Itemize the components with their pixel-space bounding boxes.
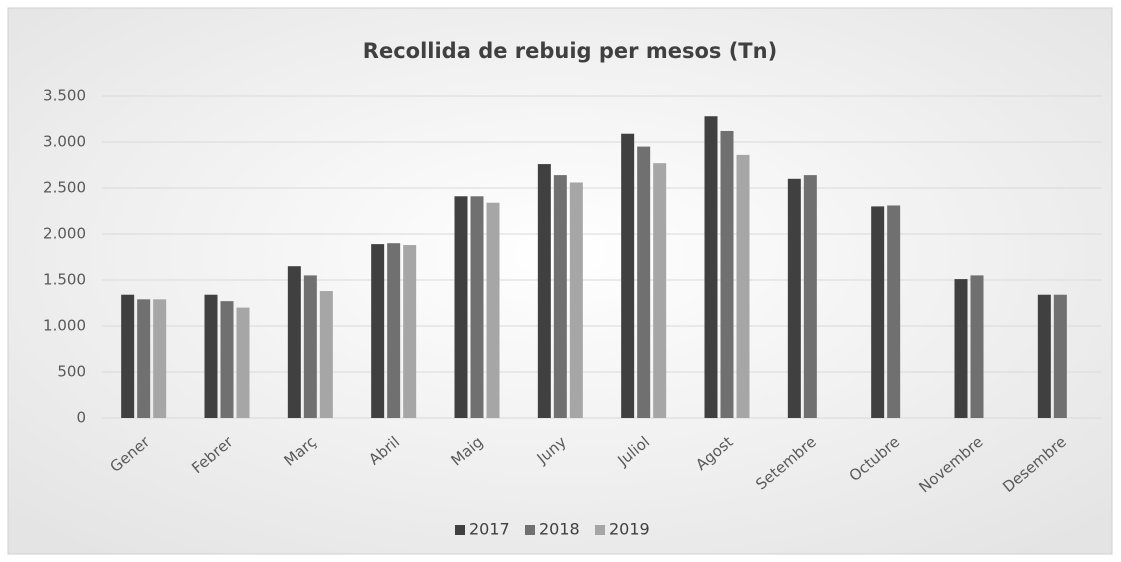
y-tick-label: 0 bbox=[76, 409, 86, 427]
bar bbox=[470, 196, 484, 418]
legend-swatch bbox=[455, 525, 465, 535]
bar bbox=[454, 196, 468, 418]
bar bbox=[236, 307, 250, 418]
y-tick-label: 1.000 bbox=[43, 317, 86, 335]
legend-swatch bbox=[525, 525, 535, 535]
bar bbox=[387, 243, 401, 418]
bar bbox=[137, 299, 151, 418]
bar bbox=[887, 205, 901, 418]
bar bbox=[954, 279, 968, 418]
bar bbox=[371, 244, 385, 418]
y-tick-label: 3.000 bbox=[43, 133, 86, 151]
y-tick-label: 3.500 bbox=[43, 87, 86, 105]
bar bbox=[637, 146, 651, 418]
bar bbox=[319, 291, 333, 418]
bar bbox=[569, 182, 583, 418]
chart-title: Recollida de rebuig per mesos (Tn) bbox=[363, 39, 777, 63]
bar bbox=[121, 294, 135, 418]
y-tick-label: 2.000 bbox=[43, 225, 86, 243]
bar bbox=[720, 130, 734, 418]
legend-label: 2018 bbox=[539, 520, 580, 539]
legend-label: 2017 bbox=[469, 520, 510, 539]
bar bbox=[153, 299, 167, 418]
bar bbox=[787, 178, 801, 418]
bar bbox=[704, 116, 718, 419]
bar bbox=[403, 245, 417, 418]
legend-swatch bbox=[595, 525, 605, 535]
bar bbox=[303, 275, 317, 418]
bar bbox=[871, 206, 885, 418]
y-tick-label: 500 bbox=[57, 363, 86, 381]
bar bbox=[486, 202, 500, 418]
bar bbox=[204, 294, 218, 418]
bar bbox=[736, 154, 750, 418]
y-tick-label: 2.500 bbox=[43, 179, 86, 197]
bar bbox=[803, 175, 817, 418]
bar bbox=[287, 266, 301, 418]
bar bbox=[621, 133, 635, 418]
bar bbox=[970, 275, 984, 418]
bar bbox=[1037, 294, 1051, 418]
bar bbox=[553, 175, 567, 418]
bar bbox=[653, 163, 667, 418]
bar bbox=[537, 164, 551, 418]
legend-label: 2019 bbox=[609, 520, 650, 539]
bar bbox=[220, 301, 234, 418]
bar bbox=[1053, 294, 1067, 418]
y-tick-label: 1.500 bbox=[43, 271, 86, 289]
